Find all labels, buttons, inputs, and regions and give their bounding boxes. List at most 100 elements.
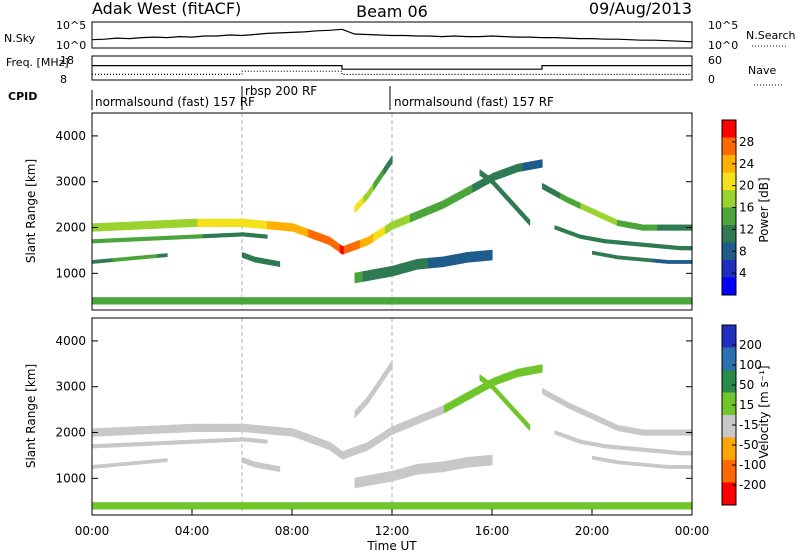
echo-cell xyxy=(104,258,106,263)
echo-cell xyxy=(575,200,577,207)
echo-cell xyxy=(650,463,653,468)
echo-cell xyxy=(143,255,146,259)
echo-cell xyxy=(642,242,645,247)
echo-cell xyxy=(659,244,661,249)
echo-cell xyxy=(220,297,225,305)
colorbar-swatch-5 xyxy=(722,437,736,461)
echo-cell xyxy=(627,461,630,466)
echo-cell xyxy=(260,439,263,444)
colorbar-tick-label-2: 50 xyxy=(739,378,754,392)
echo-cell xyxy=(395,502,400,510)
echo-cell xyxy=(281,502,286,510)
echo-cell xyxy=(177,235,181,240)
echo-cell xyxy=(367,441,370,450)
echo-cell xyxy=(502,374,505,383)
echo-cell xyxy=(604,253,606,257)
cpid-row: CPID normalsound (fast) 157 RF rbsp 200 … xyxy=(8,84,554,110)
echo-cell xyxy=(204,423,207,432)
power-ylabel: Slant Range [km] xyxy=(24,159,38,263)
echo-cell xyxy=(475,251,477,262)
echo-cell xyxy=(499,297,504,305)
echo-cell xyxy=(93,444,97,449)
echo-cell xyxy=(570,502,575,510)
echo-cell xyxy=(262,234,264,239)
echo-cell xyxy=(601,457,604,462)
echo-cell xyxy=(495,297,500,305)
echo-cell xyxy=(638,502,643,510)
echo-cell xyxy=(231,297,236,305)
echo-band-0 xyxy=(92,364,543,460)
echo-cell xyxy=(624,446,626,451)
echo-cell xyxy=(111,463,114,467)
echo-cell xyxy=(352,447,355,456)
echo-cell xyxy=(411,465,414,476)
echo-cell xyxy=(156,297,161,305)
echo-cell xyxy=(658,259,660,263)
echo-cell xyxy=(661,429,664,436)
echo-cell xyxy=(437,462,439,473)
echo-cell xyxy=(425,258,428,269)
echo-cell xyxy=(591,441,593,446)
echo-cell xyxy=(186,424,189,433)
echo-cell xyxy=(538,159,540,169)
echo-cell xyxy=(628,461,631,466)
echo-cell xyxy=(447,197,450,206)
echo-cell xyxy=(610,217,613,224)
echo-cell xyxy=(682,224,684,231)
echo-cell xyxy=(342,502,347,510)
echo-cell xyxy=(108,443,111,448)
echo-cell xyxy=(108,222,111,231)
echo-cell xyxy=(543,389,546,396)
echo-cell xyxy=(113,502,118,510)
echo-cell xyxy=(547,186,549,193)
colorbar-swatch-8 xyxy=(722,260,736,278)
echo-cell xyxy=(415,416,418,425)
echo-cell xyxy=(599,502,604,510)
echo-cell xyxy=(142,460,145,465)
echo-cell xyxy=(599,252,601,256)
echo-cell xyxy=(465,252,467,263)
echo-cell xyxy=(195,502,200,510)
echo-cell xyxy=(140,237,143,242)
echo-cell xyxy=(474,387,477,396)
echo-cell xyxy=(669,245,672,250)
echo-cell xyxy=(656,429,658,436)
echo-cell xyxy=(115,222,118,231)
echo-cell xyxy=(375,436,378,445)
echo-cell xyxy=(109,238,113,243)
echo-cell xyxy=(633,462,635,466)
echo-cell xyxy=(650,429,653,436)
echo-cell xyxy=(220,218,223,227)
echo-cell xyxy=(623,256,625,260)
echo-cell xyxy=(613,445,615,450)
echo-cell xyxy=(492,173,494,182)
echo-cell xyxy=(409,502,415,510)
echo-cell xyxy=(575,233,578,238)
echo-cell xyxy=(621,460,623,465)
echo-cell xyxy=(423,258,425,269)
echo-cell xyxy=(267,297,272,305)
echo-cell xyxy=(665,259,667,264)
echo-cell xyxy=(312,435,315,444)
echo-cell xyxy=(159,458,161,463)
echo-cell xyxy=(384,502,390,510)
echo-cell xyxy=(374,474,377,485)
echo-cell xyxy=(134,461,137,465)
echo-cell xyxy=(606,420,608,427)
echo-cell xyxy=(177,502,182,510)
echo-cell xyxy=(670,502,675,510)
echo-cell xyxy=(470,389,473,398)
echo-cell xyxy=(224,423,227,432)
echo-cell xyxy=(486,455,489,466)
echo-cell xyxy=(274,221,277,230)
echo-cell xyxy=(611,217,614,224)
echo-cell xyxy=(142,426,145,435)
echo-cell xyxy=(601,238,604,243)
echo-cell xyxy=(457,253,459,265)
echo-cell xyxy=(673,224,675,231)
echo-cell xyxy=(168,235,172,240)
ytick-label-0: 1000 xyxy=(55,266,86,280)
echo-cell xyxy=(359,476,362,488)
echo-cell xyxy=(608,239,610,244)
echo-cell xyxy=(608,420,610,427)
